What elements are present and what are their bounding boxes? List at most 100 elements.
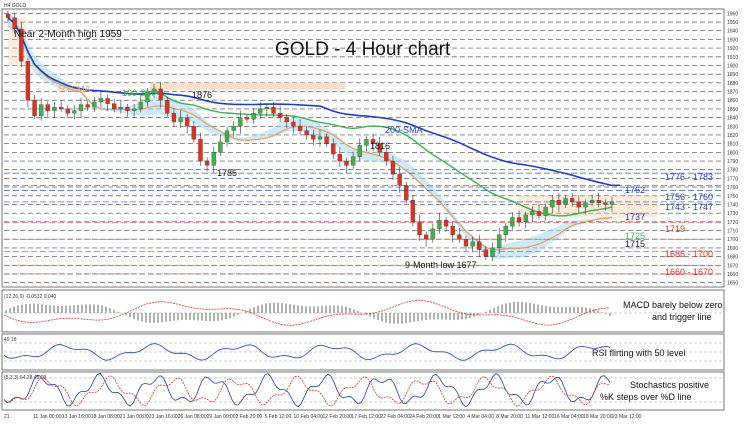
candle — [377, 143, 382, 153]
price-tick-label: 1670 — [727, 263, 738, 269]
candle — [98, 98, 104, 103]
time-tick-label: 5 Feb 12:00 — [265, 414, 292, 420]
candle — [131, 108, 137, 111]
sma100-label: 100-SMA — [122, 88, 160, 98]
candle — [25, 60, 31, 101]
candle — [19, 28, 24, 62]
price-tick-label: 1790 — [727, 159, 738, 165]
candle — [477, 241, 482, 250]
price-tick-label: 1820 — [727, 133, 738, 139]
rsi-series — [3, 342, 722, 362]
stoch-note-1: Stochastics positive — [630, 380, 709, 390]
candle — [483, 249, 489, 257]
candle — [277, 113, 283, 118]
time-tick-label: 21 Jan 00:00 — [120, 414, 149, 420]
candle — [317, 136, 323, 140]
price-tick-label: 1870 — [727, 90, 738, 96]
price-tick-label: 1960 — [727, 11, 738, 17]
candle — [563, 198, 568, 205]
time-tick-label: 1 Mar 12:00 — [438, 414, 465, 420]
macd-note-2: and trigger line — [652, 312, 712, 322]
rsi-panel — [1, 333, 725, 371]
level-label: 1737 — [625, 212, 645, 222]
price-tick-label: 1650 — [727, 281, 738, 287]
p1876-label: 1876 — [192, 90, 212, 100]
candle — [344, 160, 349, 166]
candle — [543, 206, 548, 216]
candle — [503, 226, 508, 236]
candle — [138, 101, 143, 110]
candle — [158, 88, 163, 101]
candle — [5, 14, 11, 18]
level-label: 1686 - 1700 — [665, 249, 713, 259]
candle — [171, 113, 177, 123]
candle — [364, 139, 369, 146]
macd-note-1: MACD barely below zero — [623, 300, 723, 310]
candle — [576, 201, 581, 208]
candles — [5, 10, 615, 262]
level-label: 1776 - 1783 — [665, 172, 713, 182]
price-tick-label: 1720 — [727, 220, 738, 226]
candle — [58, 107, 64, 110]
candle — [603, 202, 608, 205]
candle — [457, 234, 462, 240]
candle — [596, 199, 601, 203]
candle — [85, 104, 90, 108]
low-annotation: 9-Month low 1677 — [405, 260, 477, 270]
high-annotation: Near 2-Month high 1959 — [14, 29, 122, 40]
candle — [370, 139, 376, 144]
candle — [45, 104, 50, 111]
candle — [12, 17, 17, 30]
level-label: 1743 - 1747 — [665, 202, 713, 212]
candle — [510, 217, 515, 227]
candle — [424, 234, 429, 240]
candle — [497, 234, 502, 249]
time-tick-label: 17 Feb 12:00 — [351, 414, 381, 420]
price-tick-label: 1700 — [727, 237, 738, 243]
candle — [145, 91, 150, 103]
price-tick-label: 1920 — [727, 46, 738, 52]
time-tick-label: 22 Feb 04:00 — [380, 414, 410, 420]
candle — [536, 211, 542, 216]
stochastic-series — [3, 372, 722, 408]
candle — [463, 239, 469, 247]
candle — [404, 185, 409, 201]
candle — [258, 108, 263, 114]
candle — [350, 156, 356, 166]
candle — [430, 228, 435, 240]
candle — [304, 130, 309, 136]
candle — [357, 145, 362, 157]
price-tick-label: 1800 — [727, 150, 738, 156]
sma200-line — [7, 17, 613, 187]
candle — [52, 107, 57, 111]
macd-panel — [1, 289, 725, 333]
time-tick-label: 8 Mar 20:00 — [496, 414, 523, 420]
candle — [530, 211, 535, 216]
price-tick-label: 1880 — [727, 81, 738, 87]
ichimoku-cloud — [8, 12, 612, 260]
candle — [65, 108, 70, 114]
p1785-label: 1785 — [217, 168, 237, 178]
candle — [185, 117, 190, 127]
candle — [211, 152, 216, 166]
price-tick-label: 1830 — [727, 124, 738, 130]
candle — [191, 126, 196, 140]
time-tick-label: 26 Jan 08:00 — [178, 414, 207, 420]
candle — [390, 160, 396, 175]
cloud-area — [8, 12, 612, 260]
stoch-d-line — [3, 375, 611, 407]
candle — [523, 214, 528, 222]
price-tick-label: 1890 — [727, 72, 738, 78]
symbol-label: H4 GOLD — [4, 3, 26, 9]
price-tick-label: 1780 — [727, 168, 738, 174]
price-tick-label: 1710 — [727, 229, 738, 235]
candle — [125, 107, 130, 111]
price-tick-label: 1940 — [727, 29, 738, 35]
macd-header: (12,26,9) -0.0532 0.040 — [4, 294, 56, 300]
candle — [297, 126, 303, 131]
candle — [224, 130, 230, 143]
candle — [516, 217, 522, 222]
price-tick-label: 1660 — [727, 272, 738, 278]
candle — [443, 219, 449, 227]
sma50-label: 50-SMA — [58, 84, 91, 94]
